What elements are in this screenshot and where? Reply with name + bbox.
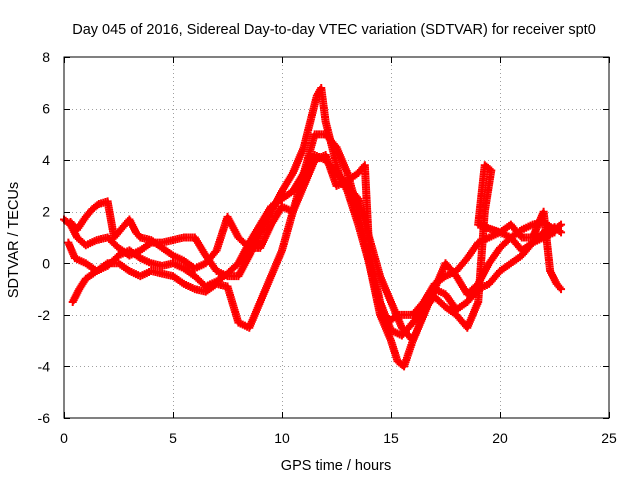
y-tick-label: 6 — [42, 101, 50, 117]
x-tick-label: 15 — [383, 430, 399, 446]
data-points — [60, 83, 566, 371]
data-point — [557, 220, 566, 229]
y-tick-label: -4 — [38, 358, 51, 374]
y-axis-label: SDTVAR / TECUs — [6, 182, 22, 298]
data-point — [557, 285, 566, 294]
data-point — [557, 228, 566, 237]
plot-frame — [63, 56, 610, 419]
x-tick-label: 20 — [492, 430, 508, 446]
axis-ticks: 0 5 10 15 20 25 -6 -4 -2 0 2 4 6 8 — [38, 49, 617, 446]
x-tick-label: 5 — [169, 430, 177, 446]
y-tick-label: -2 — [38, 307, 51, 323]
x-tick-label: 10 — [274, 430, 290, 446]
chart-title: Day 045 of 2016, Sidereal Day-to-day VTE… — [72, 22, 596, 38]
x-tick-label: 0 — [60, 430, 68, 446]
series-track-3 — [68, 130, 566, 371]
series-track-4 — [66, 150, 566, 340]
y-tick-label: -6 — [38, 410, 51, 426]
x-tick-label: 25 — [601, 430, 617, 446]
y-tick-label: 4 — [42, 152, 50, 168]
x-axis-label: GPS time / hours — [281, 458, 391, 474]
data-point — [555, 227, 564, 236]
data-point — [243, 242, 252, 251]
y-tick-label: 2 — [42, 204, 50, 220]
y-tick-label: 8 — [42, 49, 50, 65]
y-tick-label: 0 — [42, 255, 50, 271]
